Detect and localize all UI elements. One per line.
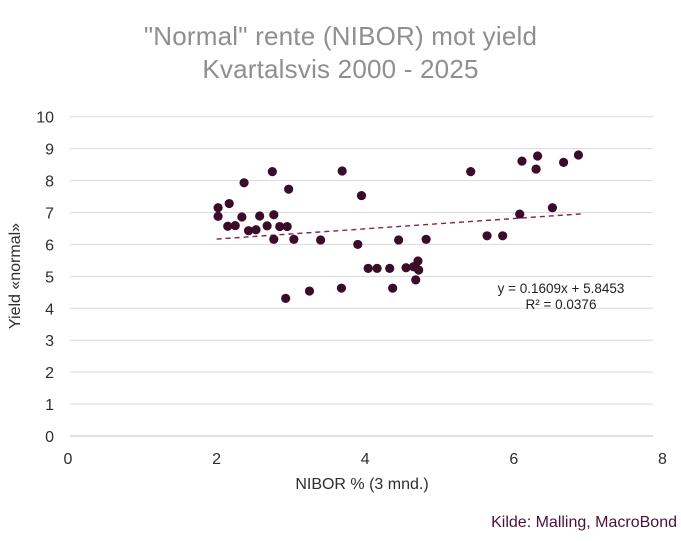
data-point bbox=[515, 209, 525, 219]
y-tick-label: 0 bbox=[45, 429, 54, 446]
chart-title-line2: Kvartalsvis 2000 - 2025 bbox=[202, 54, 479, 84]
data-point bbox=[421, 234, 431, 244]
data-point bbox=[356, 190, 367, 201]
data-point bbox=[414, 265, 424, 275]
y-axis-title: Yield «normal» bbox=[7, 223, 24, 329]
source-credit: Kilde: Malling, MacroBond bbox=[491, 514, 677, 531]
data-point bbox=[394, 235, 404, 245]
x-tick-label: 8 bbox=[658, 451, 667, 468]
y-tick-label: 2 bbox=[45, 365, 54, 382]
y-tick-label: 3 bbox=[45, 333, 54, 350]
data-point bbox=[498, 231, 508, 241]
trendline bbox=[216, 213, 581, 240]
data-point bbox=[336, 283, 347, 293]
x-tick-label: 2 bbox=[212, 451, 221, 468]
data-point bbox=[267, 167, 277, 177]
data-point bbox=[388, 283, 398, 293]
y-tick-label: 5 bbox=[45, 269, 54, 286]
y-tick-label: 10 bbox=[36, 110, 54, 127]
trend-equation-label: y = 0.1609x + 5.8453 bbox=[498, 281, 625, 296]
data-point bbox=[281, 293, 291, 303]
data-point bbox=[243, 226, 254, 236]
data-point bbox=[251, 225, 261, 235]
data-point bbox=[262, 221, 272, 231]
data-points bbox=[213, 150, 584, 303]
data-point bbox=[304, 286, 315, 296]
data-point bbox=[385, 263, 395, 273]
data-point bbox=[275, 221, 285, 232]
chart-title-line1: "Normal" rente (NIBOR) mot yield bbox=[143, 21, 538, 51]
chart-title: "Normal" rente (NIBOR) mot yield Kvartal… bbox=[0, 20, 681, 86]
x-tick-label: 0 bbox=[64, 451, 73, 468]
data-point bbox=[401, 263, 411, 273]
trend-r-squared-label: R² = 0.0376 bbox=[526, 297, 597, 312]
x-tick-label: 4 bbox=[361, 451, 370, 468]
data-point bbox=[230, 220, 240, 231]
data-point bbox=[316, 235, 326, 245]
data-point bbox=[531, 164, 541, 174]
y-axis-tick-labels: 0 1 2 3 4 5 6 7 8 9 10 bbox=[36, 110, 54, 446]
data-point bbox=[547, 203, 558, 213]
x-axis-tick-labels: 0 2 4 6 8 bbox=[64, 451, 667, 468]
y-tick-label: 4 bbox=[45, 301, 54, 318]
y-tick-label: 6 bbox=[45, 237, 54, 254]
data-point bbox=[282, 221, 292, 232]
data-point bbox=[517, 156, 527, 166]
y-tick-label: 1 bbox=[45, 397, 54, 414]
data-point bbox=[558, 157, 569, 167]
y-tick-label: 9 bbox=[45, 142, 54, 159]
y-tick-label: 7 bbox=[45, 205, 54, 222]
data-point bbox=[289, 234, 299, 244]
data-point bbox=[363, 263, 373, 273]
data-point bbox=[532, 151, 543, 161]
y-tick-label: 8 bbox=[45, 174, 54, 191]
trend-dashed-line bbox=[216, 213, 581, 240]
x-axis-title: NIBOR % (3 mnd.) bbox=[295, 476, 428, 493]
data-point bbox=[213, 211, 223, 221]
data-point bbox=[269, 210, 279, 220]
data-point bbox=[413, 256, 423, 266]
data-point bbox=[223, 221, 233, 231]
data-point bbox=[224, 198, 234, 209]
data-point bbox=[269, 234, 279, 244]
data-point bbox=[411, 275, 421, 285]
data-point bbox=[573, 150, 584, 160]
data-point bbox=[372, 263, 382, 273]
data-point bbox=[482, 231, 492, 241]
data-point bbox=[337, 166, 347, 176]
data-point bbox=[353, 239, 363, 250]
data-point bbox=[466, 167, 476, 177]
x-tick-label: 6 bbox=[509, 451, 518, 468]
data-point bbox=[237, 212, 247, 222]
data-point bbox=[284, 184, 294, 194]
data-point bbox=[213, 203, 223, 213]
data-point bbox=[255, 211, 265, 221]
data-point bbox=[239, 178, 249, 188]
